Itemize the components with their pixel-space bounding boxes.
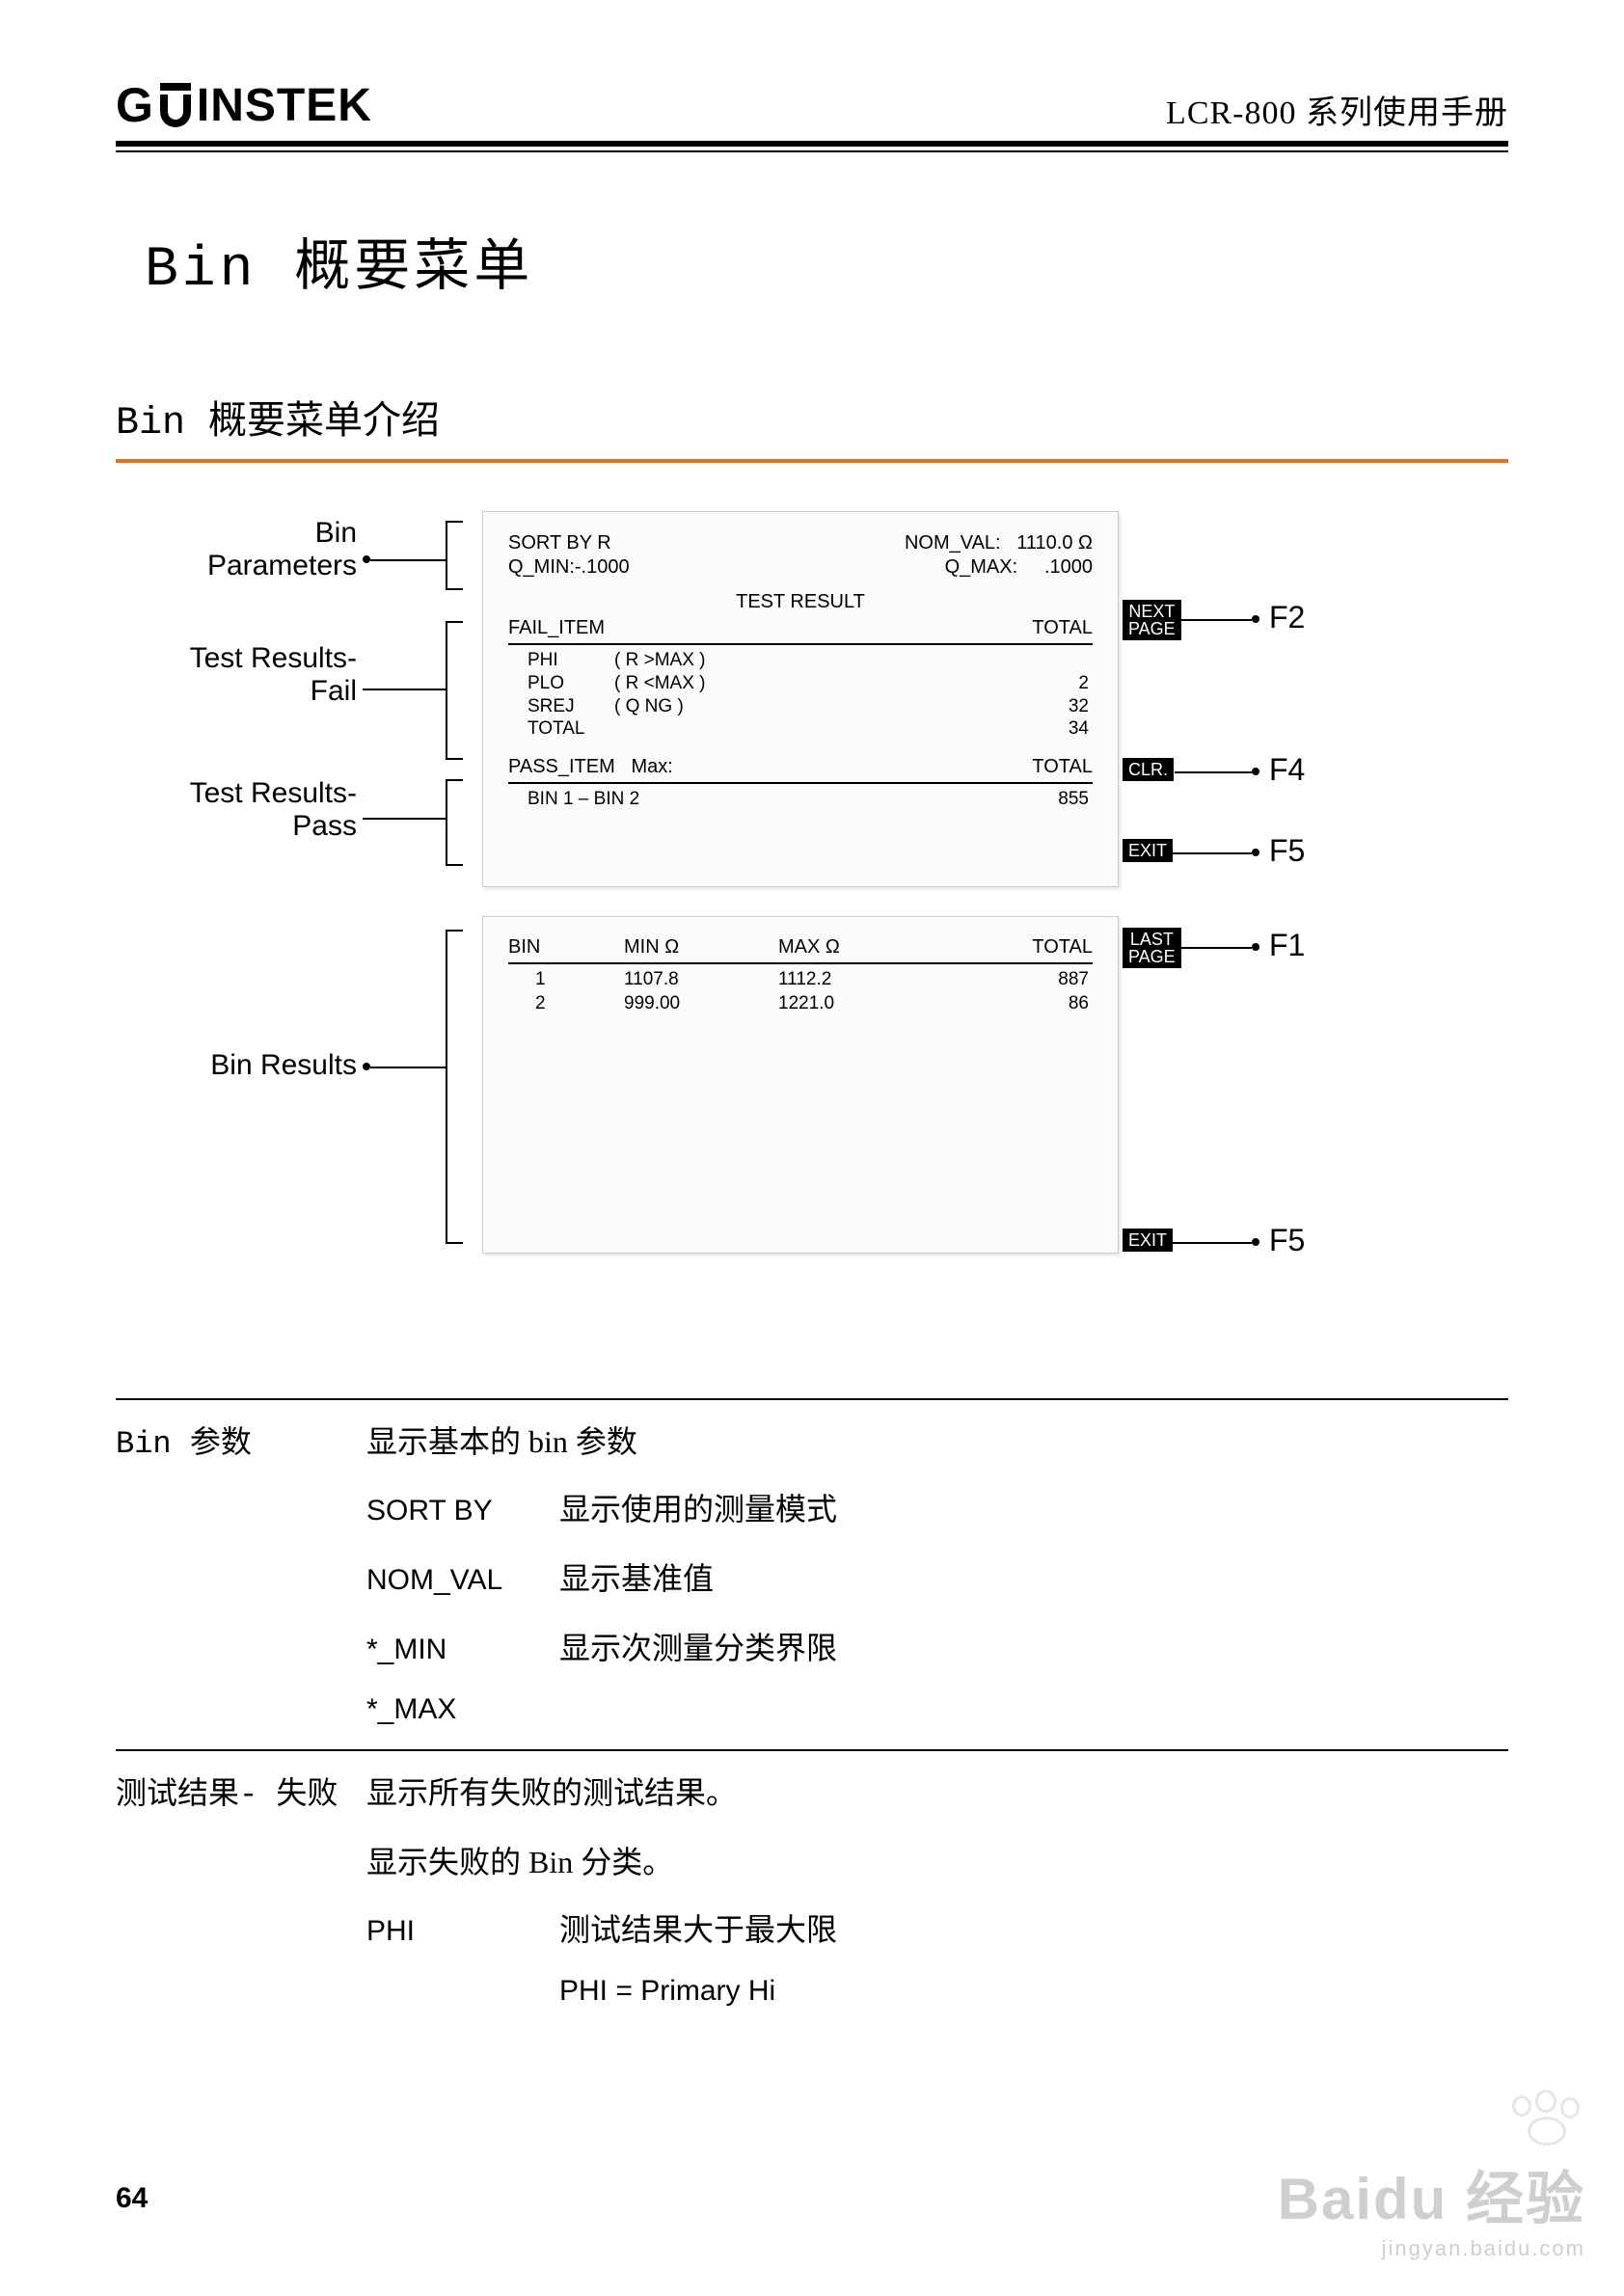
softkey-last-page[interactable]: LAST PAGE: [1123, 928, 1181, 968]
logo-text: INSTEK: [197, 79, 372, 132]
desc-row-fail: 测试结果- 失败 显示所有失败的测试结果。 显示失败的 Bin 分类。 PHI测…: [116, 1751, 1508, 2050]
f1-label: F1: [1269, 928, 1305, 963]
watermark-url: jingyan.baidu.com: [1278, 2236, 1585, 2261]
bin-table-body: 11107.81112.2887 2999.001221.086: [508, 968, 1093, 1015]
doc-title: LCR-800 系列使用手册: [1166, 86, 1508, 133]
callout-line: [363, 818, 446, 820]
screen1-header-left: SORT BY R Q_MIN:-.1000: [508, 531, 630, 580]
table-row: PHI( R >MAX ): [508, 649, 1093, 672]
fail-table-header: FAIL_ITEM TOTAL: [508, 617, 1093, 645]
desc-label: 测试结果- 失败: [116, 1769, 366, 2033]
callout-bin-parameters: BinParameters: [116, 517, 357, 582]
callout-bracket: [446, 930, 463, 1244]
softkey-next-page[interactable]: NEXT PAGE: [1123, 600, 1181, 640]
callout-line: [370, 1067, 446, 1068]
pass-table-header: PASS_ITEM Max: TOTAL: [508, 756, 1093, 784]
description-section: Bin 参数 显示基本的 bin 参数 SORT BY显示使用的测量模式 NOM…: [116, 1398, 1508, 2050]
table-row: 11107.81112.2887: [508, 968, 1093, 992]
lcd-screen-2: BIN MIN Ω MAX Ω TOTAL 11107.81112.2887 2…: [482, 916, 1119, 1254]
callout-bin-results: Bin Results: [116, 1049, 357, 1082]
dot: [1252, 1238, 1259, 1246]
table-row: TOTAL34: [508, 717, 1093, 741]
callout-bracket: [446, 621, 463, 760]
callout-dot: [363, 1063, 370, 1070]
dot: [1252, 943, 1259, 951]
table-row: BIN 1 – BIN 2 855: [508, 788, 1093, 811]
orange-rule: [116, 459, 1508, 463]
callout-test-fail: Test Results-Fail: [116, 642, 357, 708]
f5-label: F5: [1269, 833, 1305, 869]
f4-label: F4: [1269, 752, 1305, 788]
page-number: 64: [116, 2182, 148, 2215]
test-result-title: TEST RESULT: [508, 591, 1093, 613]
desc-value: 显示基本的 bin 参数 SORT BY显示使用的测量模式 NOM_VAL显示基…: [366, 1418, 1508, 1732]
softkey-exit[interactable]: EXIT: [1123, 839, 1173, 862]
dot: [1252, 615, 1259, 623]
dot: [1252, 849, 1259, 856]
callout-bracket: [446, 521, 463, 590]
fail-table-body: PHI( R >MAX ) PLO( R <MAX )2 SREJ( Q NG …: [508, 649, 1093, 741]
bin-table-header: BIN MIN Ω MAX Ω TOTAL: [508, 936, 1093, 964]
dot: [1252, 768, 1259, 775]
paw-icon: [1508, 2090, 1585, 2147]
callout-line: [363, 689, 446, 690]
f5-label-2: F5: [1269, 1223, 1305, 1258]
pass-table-body: BIN 1 – BIN 2 855: [508, 788, 1093, 811]
table-row: SREJ( Q NG )32: [508, 695, 1093, 718]
softkey-clr[interactable]: CLR.: [1123, 758, 1174, 781]
softkey-line: [1175, 771, 1252, 773]
page-h1: Bin 概要菜单: [145, 220, 1508, 302]
diagram-area: BinParameters Test Results-Fail Test Res…: [116, 511, 1508, 1379]
softkey-exit-2[interactable]: EXIT: [1123, 1229, 1173, 1252]
softkey-line: [1178, 619, 1252, 621]
page-h2: Bin 概要菜单介绍: [116, 389, 1508, 446]
callout-dot: [363, 555, 370, 563]
desc-label: Bin 参数: [116, 1418, 366, 1732]
lcd-screen-1: SORT BY R Q_MIN:-.1000 NOM_VAL: 1110.0 Ω…: [482, 511, 1119, 887]
brand-logo: GINSTEK: [116, 77, 372, 133]
header-rule: [116, 141, 1508, 152]
softkey-line: [1175, 947, 1252, 949]
callout-test-pass: Test Results-Pass: [116, 777, 357, 843]
softkey-line: [1173, 852, 1252, 854]
callout-bracket: [446, 779, 463, 866]
f2-label: F2: [1269, 600, 1305, 635]
softkey-line: [1173, 1242, 1252, 1244]
table-row: 2999.001221.086: [508, 992, 1093, 1016]
table-row: PLO( R <MAX )2: [508, 672, 1093, 695]
watermark: Baidu 经验 jingyan.baidu.com: [1278, 2090, 1585, 2261]
screen1-header-right: NOM_VAL: 1110.0 Ω Q_MAX: .1000: [905, 531, 1093, 580]
page-header: GINSTEK LCR-800 系列使用手册: [116, 77, 1508, 133]
desc-row-bin-params: Bin 参数 显示基本的 bin 参数 SORT BY显示使用的测量模式 NOM…: [116, 1400, 1508, 1749]
desc-value: 显示所有失败的测试结果。 显示失败的 Bin 分类。 PHI测试结果大于最大限 …: [366, 1769, 1508, 2033]
watermark-brand: Baidu 经验: [1278, 2152, 1585, 2236]
callout-line: [370, 559, 446, 561]
